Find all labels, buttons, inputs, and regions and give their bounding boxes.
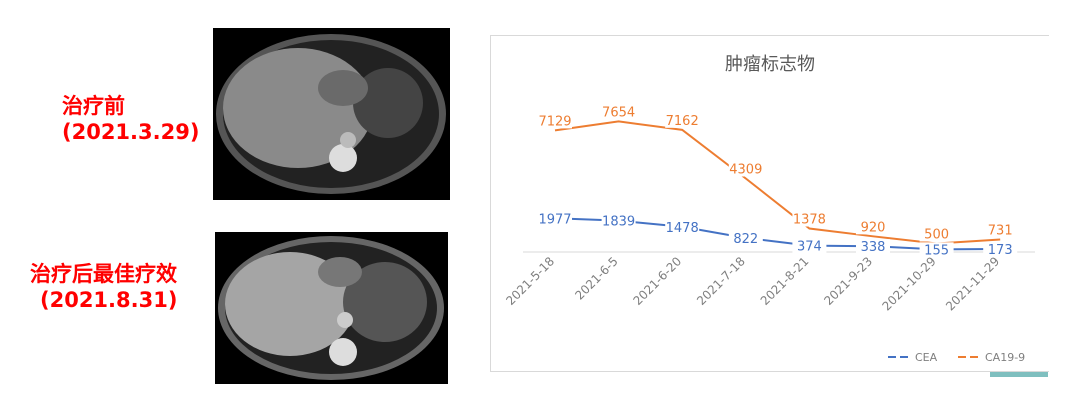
data-label: 4309 (729, 162, 762, 177)
x-tick-label: 2021-7-18 (694, 254, 748, 308)
data-label-bg (601, 104, 636, 120)
ct-scan-after (215, 232, 448, 384)
x-tick-label: 2021-10-29 (880, 254, 939, 313)
data-label-bg (792, 211, 827, 227)
data-label-bg (665, 112, 700, 128)
data-label: 731 (988, 224, 1013, 239)
data-label-bg (856, 219, 890, 235)
series-line-CA19-9 (554, 120, 1001, 245)
data-label-bg (792, 238, 827, 254)
x-tick-label: 2021-6-20 (631, 254, 685, 308)
before-label: 治疗前 (62, 94, 125, 118)
decorative-bar (990, 372, 1048, 377)
data-label-bg (601, 213, 636, 229)
data-label: 822 (733, 232, 758, 247)
x-tick-label: 2021-8-21 (758, 254, 812, 308)
x-tick-label: 2021-11-29 (943, 254, 1002, 313)
data-label-bg (919, 242, 954, 258)
data-label-bg (919, 226, 954, 242)
legend-label: CEA (915, 351, 938, 364)
data-label: 500 (924, 227, 949, 242)
data-label: 1478 (666, 221, 699, 236)
data-label: 338 (861, 240, 886, 255)
data-label-bg (728, 161, 763, 177)
legend-label: CA19-9 (985, 351, 1025, 364)
data-label-bg (665, 219, 700, 235)
data-label: 920 (861, 220, 886, 235)
data-label-bg (983, 242, 1018, 258)
data-label: 374 (797, 240, 822, 255)
data-label: 1977 (538, 212, 571, 227)
data-label-bg (538, 113, 572, 129)
data-label: 7654 (602, 105, 635, 120)
data-label-bg (856, 239, 890, 255)
data-label-bg (728, 230, 763, 246)
chart-title: 肿瘤标志物 (725, 54, 815, 75)
before-date: (2021.3.29) (62, 120, 200, 144)
data-label: 7129 (538, 114, 571, 129)
ct-scan-before (213, 28, 450, 200)
x-tick-label: 2021-5-18 (503, 254, 557, 308)
after-label: 治疗后最佳疗效 (30, 262, 177, 286)
after-date: (2021.8.31) (40, 288, 178, 312)
chart-container (490, 35, 1049, 372)
data-label: 1839 (602, 215, 635, 230)
x-tick-label: 2021-9-23 (821, 254, 875, 308)
data-label: 7162 (666, 114, 699, 129)
data-label-bg (983, 222, 1018, 238)
data-label: 1378 (793, 212, 826, 227)
data-label: 173 (988, 243, 1013, 258)
data-label: 155 (924, 243, 949, 258)
data-label-bg (538, 211, 572, 227)
x-tick-label: 2021-6-5 (572, 254, 620, 302)
